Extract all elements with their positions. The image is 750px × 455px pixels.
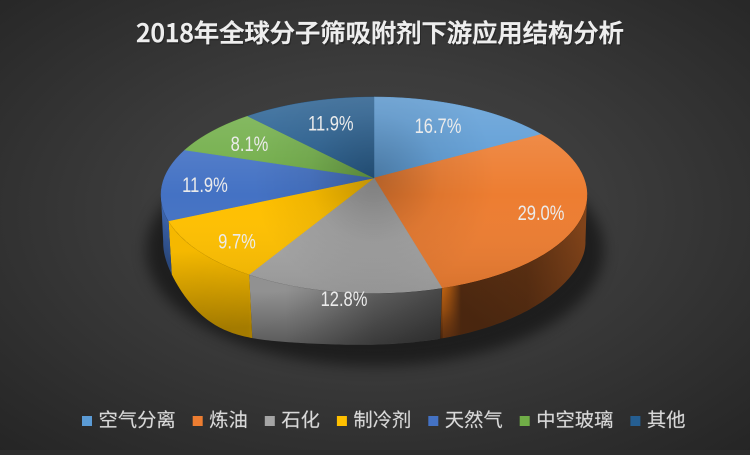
svg-text:29.0%: 29.0%: [518, 202, 565, 225]
svg-text:12.8%: 12.8%: [321, 288, 368, 311]
svg-text:8.1%: 8.1%: [231, 133, 269, 156]
svg-text:11.9%: 11.9%: [308, 113, 354, 136]
svg-text:11.9%: 11.9%: [182, 174, 228, 197]
svg-text:9.7%: 9.7%: [218, 231, 256, 254]
svg-text:16.7%: 16.7%: [415, 115, 462, 138]
